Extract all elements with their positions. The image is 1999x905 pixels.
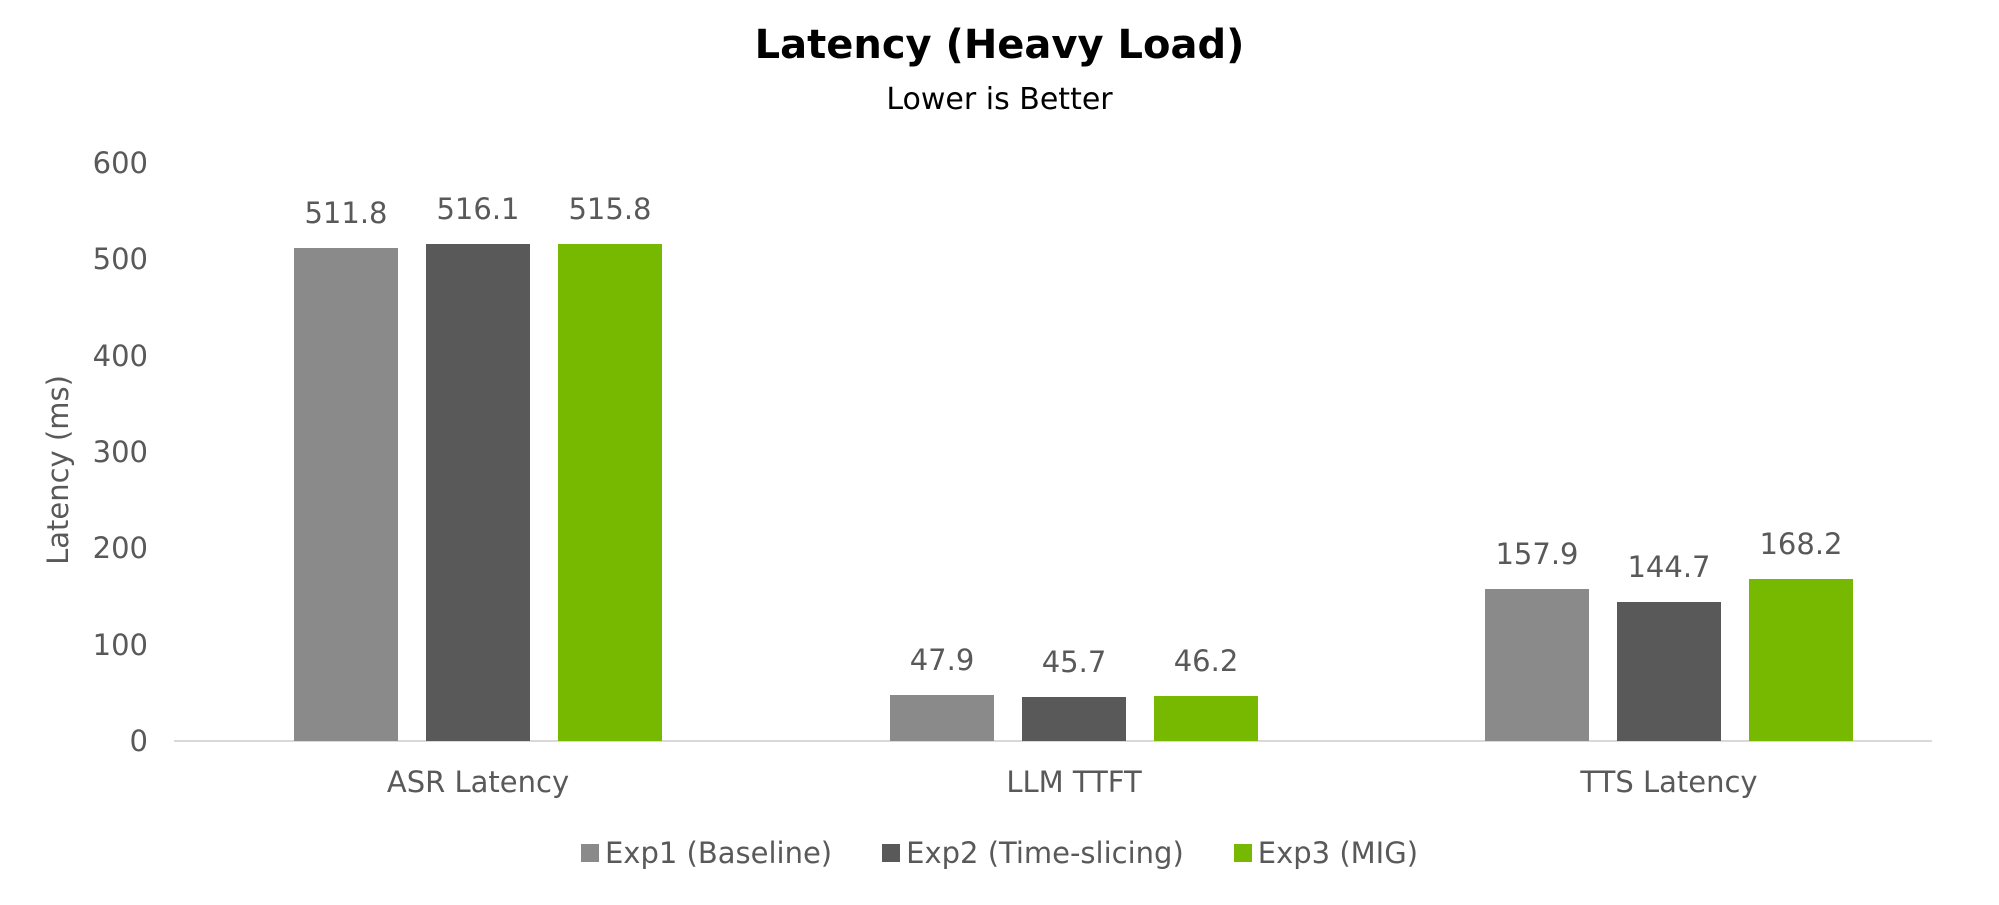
- data-label: 157.9: [1495, 536, 1579, 571]
- legend-item: Exp2 (Time-slicing): [882, 836, 1184, 870]
- legend-swatch-icon: [882, 844, 901, 862]
- legend-label: Exp1 (Baseline): [604, 836, 833, 870]
- bar: [426, 243, 530, 741]
- data-label: 516.1: [436, 191, 520, 226]
- y-tick-label: 500: [92, 242, 148, 277]
- data-label: 47.9: [909, 642, 975, 677]
- data-label: 46.2: [1173, 644, 1239, 679]
- data-label: 168.2: [1759, 526, 1843, 561]
- bar: [1022, 696, 1126, 741]
- x-category-label: LLM TTFT: [1006, 765, 1142, 799]
- y-tick-label: 100: [92, 627, 148, 662]
- legend-label: Exp3 (MIG): [1257, 836, 1419, 870]
- bar: [1485, 588, 1589, 741]
- y-tick-label: 400: [92, 338, 148, 373]
- chart-subtitle: Lower is Better: [886, 82, 1113, 117]
- x-category-label: TTS Latency: [1580, 765, 1758, 799]
- data-label: 45.7: [1041, 644, 1107, 679]
- chart-title: Latency (Heavy Load): [754, 22, 1245, 68]
- bar: [1749, 578, 1853, 741]
- data-label: 515.8: [568, 192, 652, 227]
- y-tick-label: 600: [92, 146, 148, 180]
- y-tick-label: 300: [92, 435, 148, 469]
- x-category-label: ASR Latency: [386, 765, 570, 799]
- legend-item: Exp1 (Baseline): [580, 836, 833, 870]
- data-label: 144.7: [1627, 549, 1711, 584]
- legend-label: Exp2 (Time-slicing): [906, 836, 1184, 870]
- bar: [558, 244, 662, 741]
- bar: [890, 694, 994, 741]
- x-axis-line: [174, 740, 1932, 742]
- y-tick-label: 200: [92, 531, 148, 566]
- data-label: 511.8: [304, 195, 388, 230]
- legend: Exp1 (Baseline) Exp2 (Time-slicing) Exp3 (…: [0, 836, 1999, 870]
- bar: [1617, 601, 1721, 741]
- bar: [1154, 696, 1258, 741]
- legend-item: Exp3 (MIG): [1233, 836, 1419, 870]
- legend-swatch-icon: [580, 844, 599, 862]
- y-tick-label: 0: [129, 724, 148, 758]
- legend-swatch-icon: [1233, 844, 1252, 862]
- bar: [294, 247, 398, 741]
